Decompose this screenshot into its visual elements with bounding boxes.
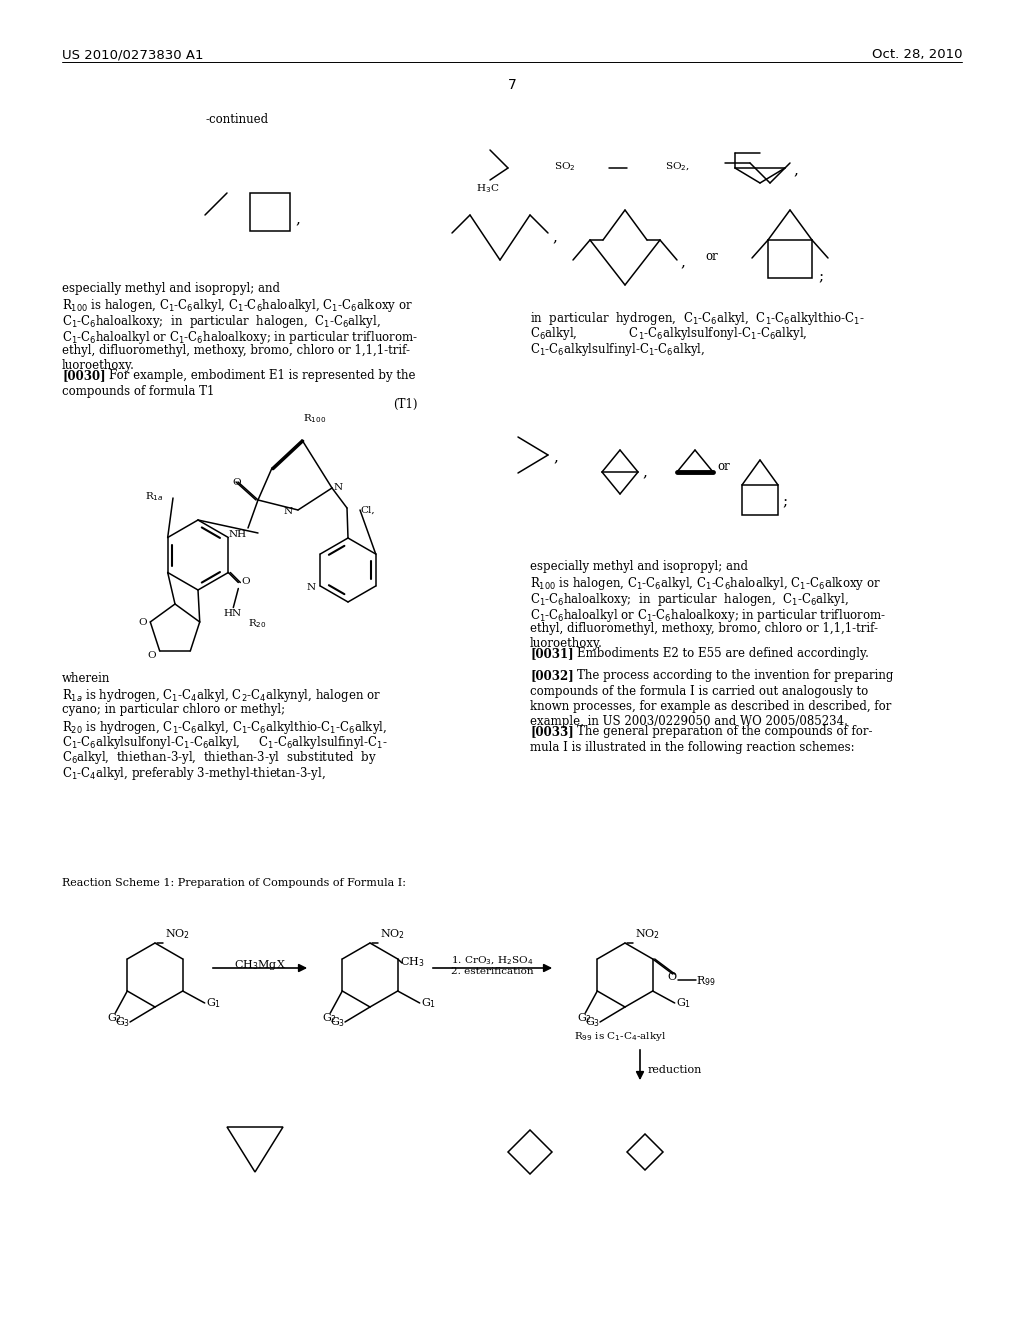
Text: ;: ; [782, 495, 787, 510]
Text: known processes, for example as described in described, for: known processes, for example as describe… [530, 700, 891, 713]
Text: [0032]: [0032] [530, 669, 573, 682]
Text: C$_6$alkyl,              C$_1$-C$_6$alkylsulfonyl-C$_1$-C$_6$alkyl,: C$_6$alkyl, C$_1$-C$_6$alkylsulfonyl-C$_… [530, 326, 808, 342]
Text: ,: , [553, 450, 558, 465]
Text: C$_1$-C$_6$alkylsulfinyl-C$_1$-C$_6$alkyl,: C$_1$-C$_6$alkylsulfinyl-C$_1$-C$_6$alky… [530, 341, 706, 358]
Text: ethyl, difluoromethyl, methoxy, bromo, chloro or 1,1,1-trif-: ethyl, difluoromethyl, methoxy, bromo, c… [530, 622, 878, 635]
Text: ,: , [793, 162, 798, 177]
Text: O: O [232, 478, 241, 487]
Text: mula I is illustrated in the following reaction schemes:: mula I is illustrated in the following r… [530, 741, 855, 754]
Text: ,: , [642, 465, 647, 479]
Text: N: N [306, 583, 315, 591]
Text: R$_{20}$: R$_{20}$ [248, 618, 267, 630]
Text: luoroethoxy.: luoroethoxy. [62, 359, 135, 372]
Text: G$_2$: G$_2$ [108, 1011, 123, 1024]
Text: CH$_3$: CH$_3$ [400, 954, 425, 969]
Text: G$_1$: G$_1$ [421, 997, 436, 1010]
Text: G$_2$: G$_2$ [323, 1011, 338, 1024]
Text: O: O [668, 972, 676, 982]
Text: C$_1$-C$_6$haloalkyl or C$_1$-C$_6$haloalkoxy; in particular trifluorom-: C$_1$-C$_6$haloalkyl or C$_1$-C$_6$haloa… [530, 606, 886, 623]
Text: ethyl, difluoromethyl, methoxy, bromo, chloro or 1,1,1-trif-: ethyl, difluoromethyl, methoxy, bromo, c… [62, 345, 410, 356]
Text: C$_1$-C$_6$haloalkoxy;  in  particular  halogen,  C$_1$-C$_6$alkyl,: C$_1$-C$_6$haloalkoxy; in particular hal… [530, 591, 849, 609]
Text: NO$_2$: NO$_2$ [165, 927, 190, 941]
Text: Oct. 28, 2010: Oct. 28, 2010 [871, 48, 962, 61]
Text: SO$_2$: SO$_2$ [554, 160, 575, 173]
Text: wherein: wherein [62, 672, 111, 685]
Text: in  particular  hydrogen,  C$_1$-C$_6$alkyl,  C$_1$-C$_6$alkylthio-C$_1$-: in particular hydrogen, C$_1$-C$_6$alkyl… [530, 310, 865, 327]
Text: N: N [334, 483, 343, 492]
Text: NO$_2$: NO$_2$ [380, 927, 406, 941]
Text: Embodiments E2 to E55 are defined accordingly.: Embodiments E2 to E55 are defined accord… [577, 648, 869, 660]
Bar [768, 240, 812, 279]
Text: G$_3$: G$_3$ [585, 1015, 600, 1028]
Text: US 2010/0273830 A1: US 2010/0273830 A1 [62, 48, 204, 61]
Text: R$_{100}$ is halogen, C$_1$-C$_6$alkyl, C$_1$-C$_6$haloalkyl, C$_1$-C$_6$alkoxy : R$_{100}$ is halogen, C$_1$-C$_6$alkyl, … [62, 297, 413, 314]
Text: or: or [717, 459, 730, 473]
Text: 7: 7 [508, 78, 516, 92]
Text: C$_1$-C$_6$haloalkyl or C$_1$-C$_6$haloalkoxy; in particular trifluorom-: C$_1$-C$_6$haloalkyl or C$_1$-C$_6$haloa… [62, 329, 418, 346]
Text: luoroethoxy.: luoroethoxy. [530, 638, 603, 651]
Text: O: O [138, 618, 146, 627]
Text: cyano; in particular chloro or methyl;: cyano; in particular chloro or methyl; [62, 704, 285, 715]
Text: ,: , [295, 213, 300, 226]
Text: C$_1$-C$_6$alkylsulfonyl-C$_1$-C$_6$alkyl,     C$_1$-C$_6$alkylsulfinyl-C$_1$-: C$_1$-C$_6$alkylsulfonyl-C$_1$-C$_6$alky… [62, 734, 388, 751]
Text: R$_{100}$: R$_{100}$ [303, 412, 327, 425]
Text: NH: NH [229, 531, 247, 539]
Text: ,: , [552, 230, 557, 244]
Text: SO$_2$,: SO$_2$, [665, 160, 690, 173]
Text: example, in US 2003/0229050 and WO 2005/085234.: example, in US 2003/0229050 and WO 2005/… [530, 715, 848, 729]
Text: [0033]: [0033] [530, 726, 573, 738]
Bar [250, 193, 290, 231]
Text: compounds of formula T1: compounds of formula T1 [62, 385, 214, 399]
Text: R$_{20}$ is hydrogen, C$_1$-C$_6$alkyl, C$_1$-C$_6$alkylthio-C$_1$-C$_6$alkyl,: R$_{20}$ is hydrogen, C$_1$-C$_6$alkyl, … [62, 718, 387, 735]
Text: R$_{99}$: R$_{99}$ [695, 974, 716, 987]
Text: Reaction Scheme 1: Preparation of Compounds of Formula I:: Reaction Scheme 1: Preparation of Compou… [62, 878, 406, 888]
Text: NO$_2$: NO$_2$ [635, 927, 660, 941]
Bar [742, 484, 778, 515]
Text: especially methyl and isopropyl; and: especially methyl and isopropyl; and [62, 282, 280, 294]
Text: G$_1$: G$_1$ [206, 997, 221, 1010]
Text: (T1): (T1) [393, 399, 418, 411]
Text: R$_{99}$ is C$_1$-C$_4$-alkyl: R$_{99}$ is C$_1$-C$_4$-alkyl [573, 1030, 667, 1043]
Text: 1. CrO$_3$, H$_2$SO$_4$: 1. CrO$_3$, H$_2$SO$_4$ [451, 954, 534, 966]
Text: ,: , [680, 255, 685, 269]
Text: especially methyl and isopropyl; and: especially methyl and isopropyl; and [530, 560, 748, 573]
Text: Cl,: Cl, [360, 506, 375, 515]
Text: ;: ; [818, 271, 823, 284]
Text: The general preparation of the compounds of for-: The general preparation of the compounds… [577, 726, 872, 738]
Text: G$_3$: G$_3$ [330, 1015, 345, 1028]
Text: G$_3$: G$_3$ [115, 1015, 130, 1028]
Text: [0031]: [0031] [530, 648, 573, 660]
Text: For example, embodiment E1 is represented by the: For example, embodiment E1 is represente… [109, 370, 416, 383]
Text: C$_1$-C$_4$alkyl, preferably 3-methyl-thietan-3-yl,: C$_1$-C$_4$alkyl, preferably 3-methyl-th… [62, 766, 326, 781]
Text: C$_1$-C$_6$haloalkoxy;  in  particular  halogen,  C$_1$-C$_6$alkyl,: C$_1$-C$_6$haloalkoxy; in particular hal… [62, 313, 381, 330]
Text: R$_{1a}$ is hydrogen, C$_1$-C$_4$alkyl, C$_2$-C$_4$alkynyl, halogen or: R$_{1a}$ is hydrogen, C$_1$-C$_4$alkyl, … [62, 688, 381, 705]
Text: compounds of the formula I is carried out analogously to: compounds of the formula I is carried ou… [530, 685, 868, 697]
Text: O: O [242, 578, 250, 586]
Text: C$_6$alkyl,  thiethan-3-yl,  thiethan-3-yl  substituted  by: C$_6$alkyl, thiethan-3-yl, thiethan-3-yl… [62, 750, 377, 767]
Text: or: or [705, 249, 718, 263]
Text: -continued: -continued [205, 114, 268, 125]
Text: G$_2$: G$_2$ [578, 1011, 593, 1024]
Text: R$_{1a}$: R$_{1a}$ [145, 490, 164, 503]
Text: CH$_3$MgX: CH$_3$MgX [234, 958, 286, 972]
Text: [0030]: [0030] [62, 370, 105, 383]
Text: G$_1$: G$_1$ [676, 997, 691, 1010]
Text: N: N [284, 507, 293, 516]
Text: O: O [147, 651, 156, 660]
Text: HN: HN [223, 610, 242, 619]
Text: H$_3$C: H$_3$C [476, 182, 500, 195]
Text: The process according to the invention for preparing: The process according to the invention f… [577, 669, 893, 682]
Text: reduction: reduction [648, 1065, 702, 1074]
Text: 2. esterification: 2. esterification [451, 968, 534, 975]
Text: R$_{100}$ is halogen, C$_1$-C$_6$alkyl, C$_1$-C$_6$haloalkyl, C$_1$-C$_6$alkoxy : R$_{100}$ is halogen, C$_1$-C$_6$alkyl, … [530, 576, 881, 593]
